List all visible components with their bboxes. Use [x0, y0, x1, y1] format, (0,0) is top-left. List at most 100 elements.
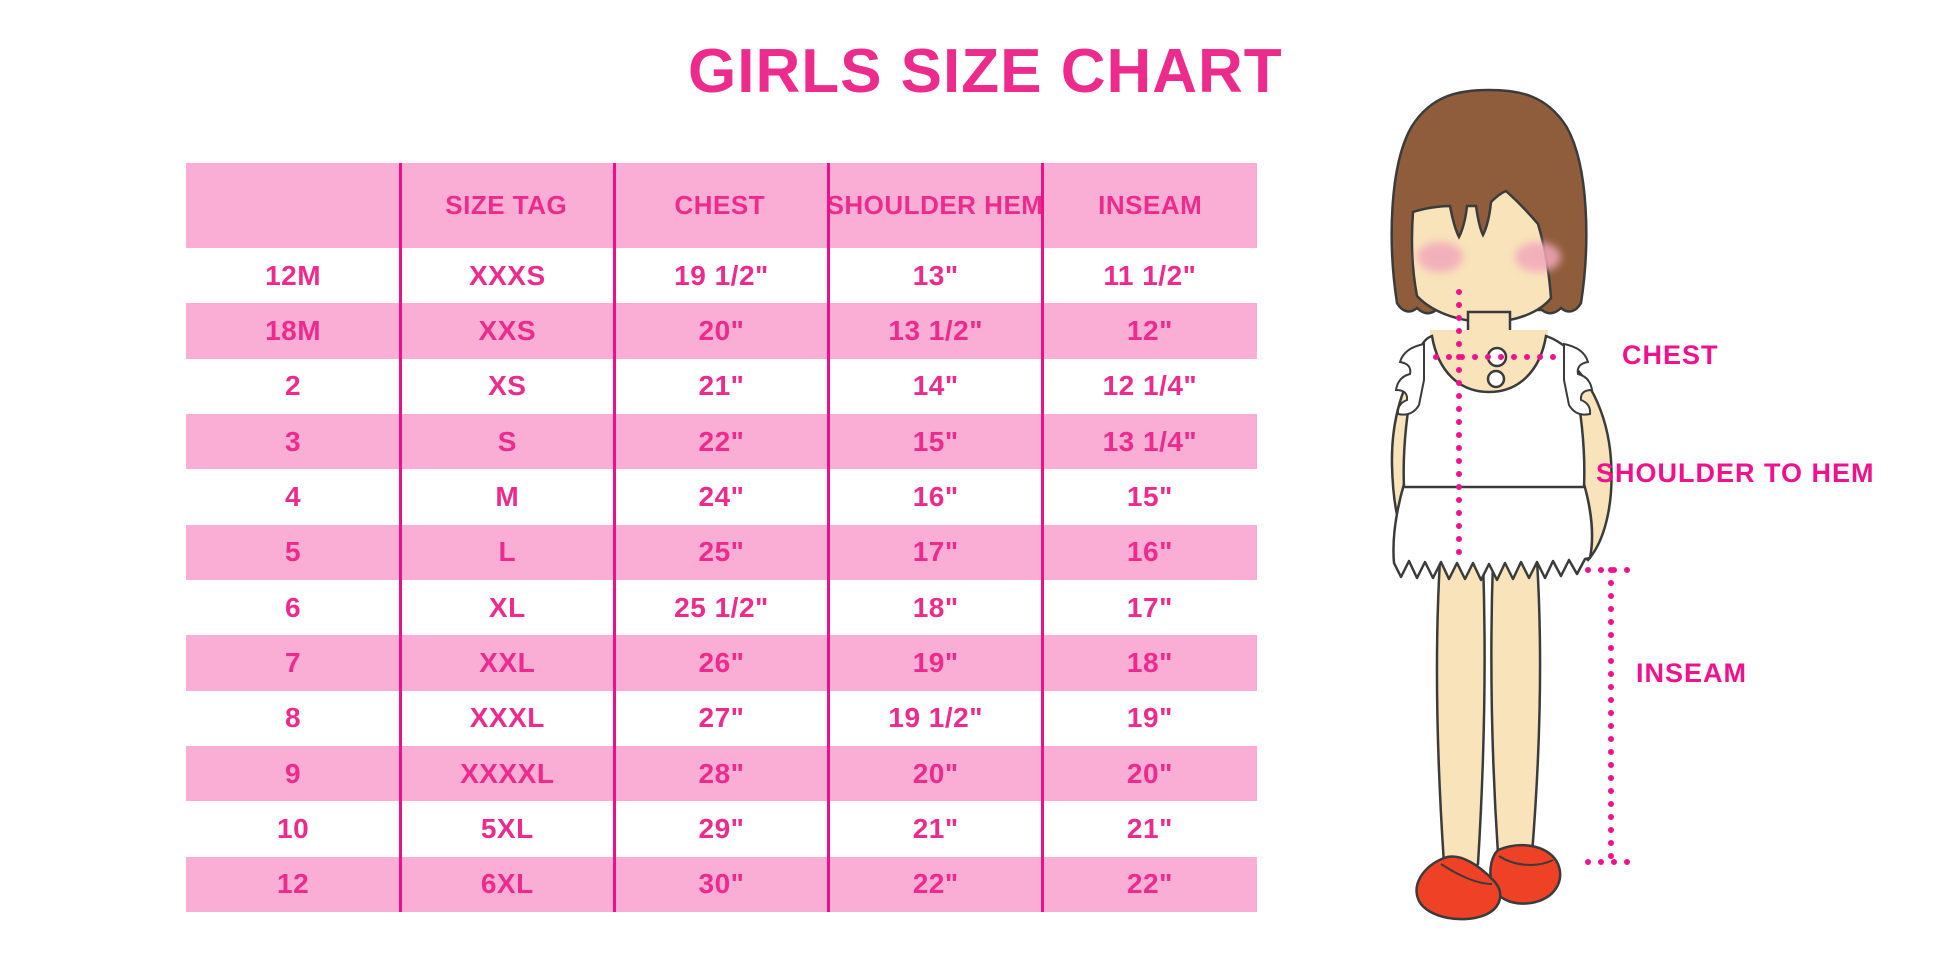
- table-cell: XXXS: [468, 259, 546, 291]
- table-cell: 21": [912, 812, 959, 844]
- table-row: 2 XS 21" 14" 12 1/4": [186, 359, 1257, 414]
- column-header-blank: [186, 163, 400, 248]
- table-cell: 19 1/2": [674, 259, 769, 291]
- girl-shoe-left-strap: [1440, 863, 1493, 885]
- girl-neck: [1466, 310, 1512, 352]
- girl-leg-right: [1490, 558, 1542, 862]
- table-cell: 6XL: [480, 868, 534, 900]
- table-cell: 21": [1126, 812, 1173, 844]
- table-cell: 12: [277, 868, 310, 900]
- table-cell: 18": [912, 591, 959, 623]
- table-cell: 22": [912, 868, 959, 900]
- table-cell: 15": [1126, 480, 1173, 512]
- table-cell: XXL: [479, 646, 536, 678]
- girl-top-button-2: [1486, 369, 1506, 389]
- table-cell: S: [497, 425, 517, 457]
- table-cell: 21": [698, 370, 745, 402]
- column-header-shoulder-hem: SHOULDER HEM: [826, 190, 1044, 220]
- table-cell: 17": [1126, 591, 1173, 623]
- table-cell: 19 1/2": [888, 702, 983, 734]
- table-cell: 12M: [265, 259, 322, 291]
- table-cell: 20": [698, 314, 745, 346]
- table-cell: 19": [1126, 702, 1173, 734]
- table-cell: XXS: [478, 314, 537, 346]
- table-cell: XXXXL: [460, 757, 555, 789]
- girl-illustration: [1390, 88, 1637, 921]
- girl-leg-left: [1435, 558, 1486, 872]
- table-cell: 20": [912, 757, 959, 789]
- table-cell: 13 1/4": [1102, 425, 1198, 457]
- girl-chest-skin: [1430, 330, 1548, 392]
- table-cell: 26": [698, 646, 745, 678]
- table-cell: 22": [698, 425, 745, 457]
- table-row: 12M XXXS 19 1/2" 13" 11 1/2": [186, 248, 1257, 303]
- table-cell: 11 1/2": [1103, 259, 1197, 291]
- table-cell: 16": [1126, 536, 1173, 568]
- girl-face: [1410, 189, 1553, 324]
- table-cell: 28": [698, 757, 745, 789]
- table-cell: 15": [912, 425, 959, 457]
- table-cell: M: [495, 480, 520, 512]
- table-row: 10 5XL 29" 21" 21": [186, 801, 1257, 856]
- girl-shoe-right: [1489, 843, 1562, 905]
- column-divider: [613, 163, 616, 912]
- table-cell: 19": [912, 646, 959, 678]
- table-cell: 27": [698, 702, 745, 734]
- girl-hair: [1390, 88, 1588, 315]
- table-cell: 16": [912, 480, 959, 512]
- table-cell: 13 1/2": [888, 314, 983, 346]
- table-row: 9 XXXXL 28" 20" 20": [186, 745, 1257, 802]
- column-header-inseam: INSEAM: [1098, 190, 1203, 220]
- table-row: 5 L 25" 17" 16": [186, 524, 1257, 580]
- table-cell: 12 1/4": [1102, 370, 1198, 402]
- inseam-label: INSEAM: [1636, 658, 1748, 688]
- table-cell: 9: [285, 757, 302, 789]
- table-cell: 5: [285, 536, 302, 568]
- table-row: 8 XXXL 27" 19 1/2" 19": [186, 691, 1257, 746]
- girl-skirt: [1392, 482, 1594, 582]
- table-row: 4 M 24" 16" 15": [186, 469, 1257, 524]
- table-header-row: SIZE TAG CHEST SHOULDER HEM INSEAM: [186, 163, 1257, 248]
- table-cell: 14": [912, 370, 959, 402]
- table-row: 12 6XL 30" 22" 22": [186, 856, 1257, 912]
- table-cell: 18M: [265, 314, 322, 346]
- girl-shoe-left: [1415, 855, 1502, 921]
- table-cell: 3: [285, 425, 302, 457]
- girl-arm-right: [1549, 347, 1613, 562]
- table-cell: 13": [912, 259, 959, 291]
- table-cell: 25 1/2": [674, 591, 769, 623]
- girl-ruffle-left: [1394, 342, 1425, 416]
- table-cell: 17": [912, 536, 959, 568]
- table-cell: L: [498, 536, 517, 568]
- table-cell: 25": [698, 536, 745, 568]
- table-row: 6 XL 25 1/2" 18" 17": [186, 580, 1257, 635]
- table-cell: 20": [1126, 757, 1173, 789]
- girl-arm-left: [1390, 347, 1438, 562]
- girls-size-table: SIZE TAG CHEST SHOULDER HEM INSEAM 12M X…: [186, 163, 1257, 912]
- table-cell: XS: [488, 370, 527, 402]
- girl-top-button-1: [1486, 346, 1508, 368]
- table-cell: 12": [1126, 314, 1173, 346]
- table-row: 3 S 22" 15" 13 1/4": [186, 413, 1257, 470]
- table-cell: 4: [285, 480, 302, 512]
- table-row: 18M XXS 20" 13 1/2" 12": [186, 303, 1257, 359]
- table-cell: 22": [1126, 868, 1173, 900]
- girl-ruffle-right: [1563, 342, 1594, 416]
- shoulder-to-hem-label: SHOULDER TO HEM: [1596, 458, 1875, 488]
- column-header-chest: CHEST: [674, 190, 766, 220]
- table-cell: XL: [488, 591, 526, 623]
- girl-top: [1402, 334, 1586, 489]
- girl-shoe-right-strap: [1498, 855, 1554, 866]
- column-header-size-tag: SIZE TAG: [445, 190, 568, 220]
- girl-blush-left: [1417, 242, 1463, 272]
- table-cell: 10: [277, 812, 310, 844]
- table-cell: 5XL: [480, 812, 534, 844]
- table-row: 7 XXL 26" 19" 18": [186, 635, 1257, 691]
- table-cell: 6: [285, 591, 302, 623]
- girl-blush-right: [1515, 242, 1561, 272]
- table-cell: 2: [285, 370, 302, 402]
- column-divider: [827, 163, 830, 912]
- table-cell: 24": [698, 480, 745, 512]
- table-cell: 30": [698, 868, 745, 900]
- column-divider: [399, 163, 402, 912]
